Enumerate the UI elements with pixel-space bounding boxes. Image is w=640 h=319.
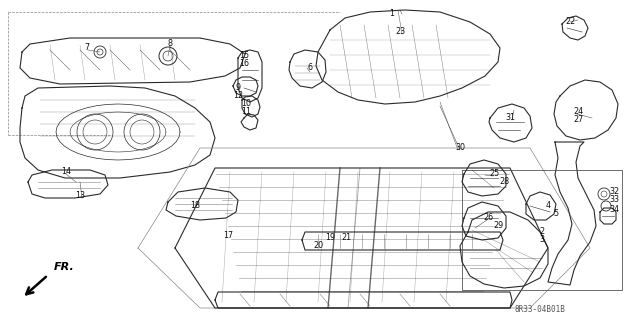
Text: 8R33-04B01B: 8R33-04B01B	[515, 306, 565, 315]
Text: 1: 1	[390, 10, 394, 19]
Text: 14: 14	[61, 167, 71, 176]
Text: 27: 27	[573, 115, 583, 124]
Text: 15: 15	[239, 51, 249, 61]
Text: 28: 28	[499, 177, 509, 187]
Text: 32: 32	[609, 188, 619, 197]
Text: 11: 11	[241, 108, 251, 116]
Text: 29: 29	[493, 221, 503, 231]
Text: 17: 17	[223, 232, 233, 241]
Text: 26: 26	[483, 213, 493, 222]
Text: 19: 19	[325, 234, 335, 242]
Text: 18: 18	[190, 202, 200, 211]
Text: 22: 22	[565, 18, 575, 26]
Text: 34: 34	[609, 205, 619, 214]
Text: 31: 31	[505, 114, 515, 122]
Text: 13: 13	[75, 191, 85, 201]
Text: 16: 16	[239, 60, 249, 69]
Text: 10: 10	[241, 100, 251, 108]
Text: 23: 23	[395, 27, 405, 36]
Text: 7: 7	[84, 43, 90, 53]
Text: 3: 3	[540, 235, 545, 244]
Text: 20: 20	[313, 241, 323, 250]
Text: 25: 25	[489, 169, 499, 179]
Text: 6: 6	[307, 63, 312, 72]
Text: 8: 8	[168, 40, 173, 48]
Text: 4: 4	[545, 202, 550, 211]
Text: 2: 2	[540, 227, 545, 236]
Text: 12: 12	[233, 92, 243, 100]
Text: 30: 30	[455, 144, 465, 152]
Text: FR.: FR.	[54, 262, 75, 272]
Text: 5: 5	[554, 210, 559, 219]
Text: 24: 24	[573, 108, 583, 116]
Text: 9: 9	[236, 84, 241, 93]
Text: 33: 33	[609, 196, 619, 204]
Text: 21: 21	[341, 234, 351, 242]
